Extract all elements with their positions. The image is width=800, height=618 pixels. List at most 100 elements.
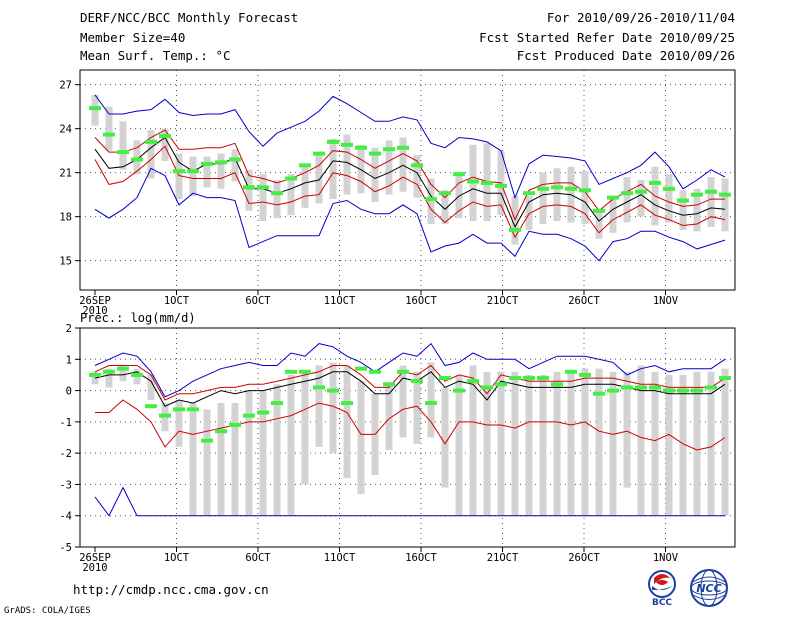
prec-xtick-label: 16OCT <box>405 552 437 564</box>
temp-marker <box>201 161 213 166</box>
prec-box <box>623 371 631 488</box>
temp-xtick-year: 2010 <box>82 305 107 317</box>
temp-xtick-label: 1OCT <box>164 295 190 307</box>
temp-xtick-label: 1NOV <box>653 295 679 307</box>
temp-box <box>665 174 673 223</box>
prec-box <box>511 371 519 516</box>
temp-marker <box>593 208 605 213</box>
prec-marker <box>635 385 647 390</box>
temp-ensemble-mean-line <box>94 136 726 229</box>
temp-box <box>455 175 463 219</box>
temp-box <box>385 140 393 195</box>
temp-box <box>287 174 295 216</box>
prec-box <box>245 390 253 516</box>
bcc-logo: BCC <box>642 568 682 608</box>
prec-marker <box>593 391 605 396</box>
prec-marker <box>411 379 423 384</box>
temp-box <box>595 209 603 239</box>
prec-ytick-label: 1 <box>66 354 72 366</box>
prec-marker <box>327 388 339 393</box>
prec-frame <box>79 327 736 548</box>
prec-marker <box>187 407 199 412</box>
fcst-produced-date: Fcst Produced Date 2010/09/26 <box>516 48 735 63</box>
prec-xtick-label: 11OCT <box>324 552 356 564</box>
temp-marker <box>355 145 367 150</box>
prec-box <box>497 371 505 516</box>
prec-box <box>175 399 183 447</box>
member-size: Member Size=40 <box>80 30 186 45</box>
prec-marker <box>215 429 227 434</box>
prec-marker <box>341 401 353 406</box>
prec-ytick-label: -3 <box>59 479 72 491</box>
prec-marker <box>89 372 101 377</box>
temp-box <box>679 190 687 230</box>
prec-box <box>217 403 225 516</box>
temp-box <box>301 165 309 208</box>
prec-marker <box>159 413 171 418</box>
temp-marker <box>299 163 311 168</box>
prec-box <box>609 371 617 516</box>
prec-box <box>119 365 127 382</box>
temp-marker <box>579 188 591 193</box>
temp-marker <box>327 139 339 144</box>
temp-marker <box>243 185 255 190</box>
temp-box <box>371 147 379 202</box>
temp-marker <box>523 191 535 196</box>
temp-marker <box>439 191 451 196</box>
temp-box <box>161 128 169 161</box>
prec-marker <box>691 388 703 393</box>
prec-box <box>707 371 715 516</box>
temp-ytick-label: 27 <box>59 80 72 92</box>
prec-xtick-label: 1OCT <box>164 552 190 564</box>
temp-box <box>91 94 99 126</box>
temp-marker <box>467 179 479 184</box>
prec-marker <box>621 385 633 390</box>
prec-ensemble-mean-line <box>94 371 726 407</box>
prec-std-lower-line <box>95 399 726 451</box>
prec-marker <box>607 388 619 393</box>
prec-box <box>147 374 155 400</box>
temp-box <box>217 153 225 189</box>
temp-xtick-label: 26OCT <box>568 295 600 307</box>
prec-marker <box>565 369 577 374</box>
prec-ytick-label: -1 <box>59 417 72 429</box>
prec-marker <box>649 385 661 390</box>
temp-box <box>273 180 281 219</box>
prec-xtick-label: 26OCT <box>568 552 600 564</box>
temp-marker <box>649 180 661 185</box>
prec-marker <box>551 382 563 387</box>
temp-marker <box>453 172 465 177</box>
temp-box <box>693 188 701 232</box>
temp-marker <box>677 198 689 203</box>
variable-label: Mean Surf. Temp.: °C <box>80 48 231 63</box>
temp-xtick-label: 26SEP <box>79 295 111 307</box>
temp-marker <box>341 142 353 147</box>
prec-marker <box>257 410 269 415</box>
temp-box <box>539 172 547 224</box>
temp-box <box>707 177 715 227</box>
temp-marker <box>215 160 227 165</box>
prec-box <box>427 362 435 438</box>
ncc-logo: NCC <box>684 568 734 608</box>
prec-box <box>525 374 533 516</box>
prec-max-line <box>94 342 726 398</box>
prec-marker <box>271 401 283 406</box>
temp-ytick-label: 18 <box>59 212 72 224</box>
temp-marker <box>313 151 325 156</box>
temp-box <box>721 178 729 232</box>
temp-marker <box>635 189 647 194</box>
prec-marker <box>705 385 717 390</box>
temp-std-upper-line <box>94 129 725 221</box>
temp-xtick-label: 21OCT <box>487 295 519 307</box>
prec-ytick-label: -4 <box>59 511 72 523</box>
prec-marker <box>481 385 493 390</box>
prec-marker <box>425 401 437 406</box>
temp-box <box>553 168 561 222</box>
prec-box <box>357 381 365 494</box>
prec-box <box>581 368 589 516</box>
prec-box <box>105 368 113 388</box>
ncc-logo-text: NCC <box>696 582 721 595</box>
prec-xtick-year: 2010 <box>82 562 107 574</box>
prec-box <box>287 374 295 516</box>
source-url[interactable]: http://cmdp.ncc.cma.gov.cn <box>73 582 269 597</box>
